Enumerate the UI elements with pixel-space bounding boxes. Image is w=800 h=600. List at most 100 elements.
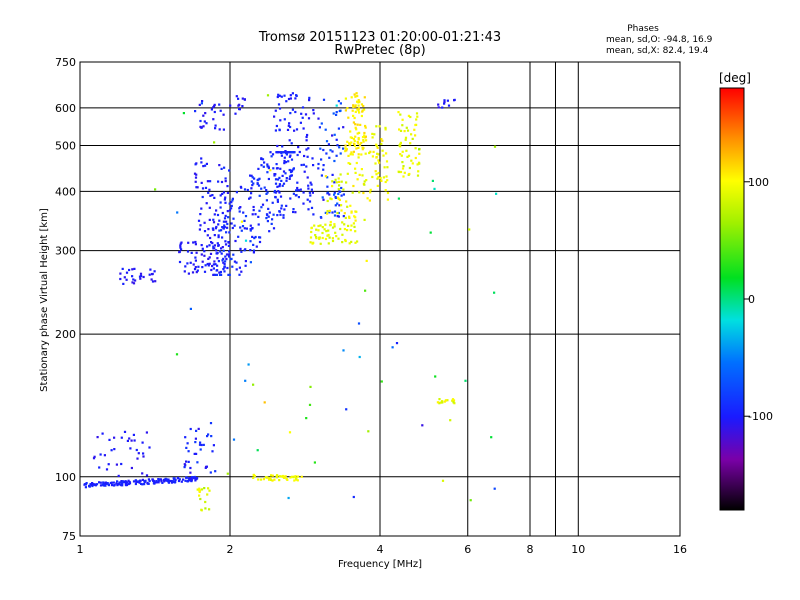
echo-point	[208, 489, 211, 492]
echo-point	[196, 269, 199, 272]
echo-point	[215, 269, 218, 272]
echo-point	[355, 128, 358, 131]
echo-point	[194, 240, 197, 244]
echo-point	[238, 108, 241, 111]
echo-point	[266, 94, 270, 97]
echo-point	[193, 268, 197, 271]
echo-point	[361, 136, 365, 139]
echo-point	[333, 214, 337, 217]
echo-point	[230, 222, 233, 225]
echo-point	[205, 202, 208, 205]
echo-point	[289, 154, 292, 157]
echo-point	[354, 105, 357, 108]
echo-point	[142, 452, 145, 455]
echo-point	[285, 177, 288, 180]
echo-point	[189, 479, 192, 482]
echo-point	[398, 144, 401, 147]
echo-point	[335, 154, 338, 157]
echo-point	[337, 100, 340, 103]
echo-point	[200, 508, 203, 511]
echo-point	[407, 114, 410, 117]
echo-point	[322, 148, 325, 152]
echo-point	[134, 482, 137, 486]
chart-title: Tromsø 20151123 01:20:00-01:21:43	[258, 30, 501, 45]
echo-point	[250, 227, 254, 230]
echo-point	[216, 264, 219, 267]
echo-point	[338, 146, 341, 149]
echo-point	[271, 218, 274, 221]
echo-point	[340, 204, 343, 207]
echo-point	[359, 123, 362, 126]
echo-point	[244, 379, 247, 382]
echo-point	[135, 481, 138, 484]
echo-point	[194, 176, 198, 179]
echo-point	[149, 268, 152, 271]
echo-point	[268, 230, 271, 233]
echo-point	[288, 122, 291, 125]
echo-point	[346, 140, 349, 143]
echo-point	[326, 199, 329, 203]
echo-point	[361, 148, 364, 151]
echo-point	[434, 375, 437, 378]
echo-point	[154, 280, 157, 283]
echo-point	[238, 103, 241, 106]
echo-point	[357, 322, 361, 325]
echo-point	[401, 124, 404, 127]
echo-point	[380, 142, 383, 145]
echo-point	[257, 223, 260, 226]
echo-point	[267, 177, 270, 181]
echo-point	[223, 226, 226, 229]
echo-point	[335, 181, 338, 184]
echo-point	[85, 482, 88, 485]
echo-point	[203, 254, 206, 257]
echo-point	[141, 441, 144, 444]
echo-point	[354, 95, 357, 98]
echo-point	[352, 104, 355, 107]
echo-point	[319, 224, 322, 227]
echo-point	[331, 185, 334, 188]
echo-point	[356, 178, 359, 181]
echo-point	[275, 124, 278, 128]
echo-point	[167, 481, 170, 484]
echo-point	[493, 487, 496, 490]
echo-point	[415, 118, 418, 121]
echo-point	[414, 147, 417, 150]
echo-point	[223, 224, 226, 227]
echo-point	[296, 189, 299, 192]
echo-point	[204, 264, 207, 267]
echo-point	[250, 180, 253, 183]
echo-point	[283, 159, 286, 163]
echo-point	[187, 450, 190, 453]
echo-point	[355, 92, 358, 95]
echo-point	[201, 100, 204, 103]
echo-point	[196, 186, 199, 189]
echo-point	[206, 180, 209, 183]
echo-point	[333, 223, 336, 226]
echo-point	[203, 270, 207, 273]
echo-point	[139, 277, 142, 280]
echo-point	[273, 189, 277, 193]
echo-point	[205, 465, 208, 468]
echo-point	[265, 189, 268, 192]
echo-point	[265, 476, 268, 479]
echo-point	[128, 437, 131, 440]
echo-point	[288, 175, 292, 178]
echo-point	[146, 481, 149, 484]
echo-point	[301, 106, 305, 109]
echo-point	[194, 110, 197, 113]
echo-point	[242, 211, 245, 214]
echo-point	[321, 196, 324, 199]
echo-point	[357, 156, 360, 159]
echo-point	[372, 150, 375, 153]
echo-point	[148, 479, 151, 483]
echo-point	[288, 139, 291, 142]
echo-point	[281, 174, 284, 177]
echo-point	[311, 157, 314, 160]
echo-point	[167, 480, 170, 483]
echo-point	[353, 144, 356, 147]
echo-point	[375, 173, 378, 176]
echo-point	[246, 188, 249, 192]
echo-point	[219, 201, 222, 204]
echo-point	[345, 181, 348, 184]
echo-point	[190, 251, 193, 254]
